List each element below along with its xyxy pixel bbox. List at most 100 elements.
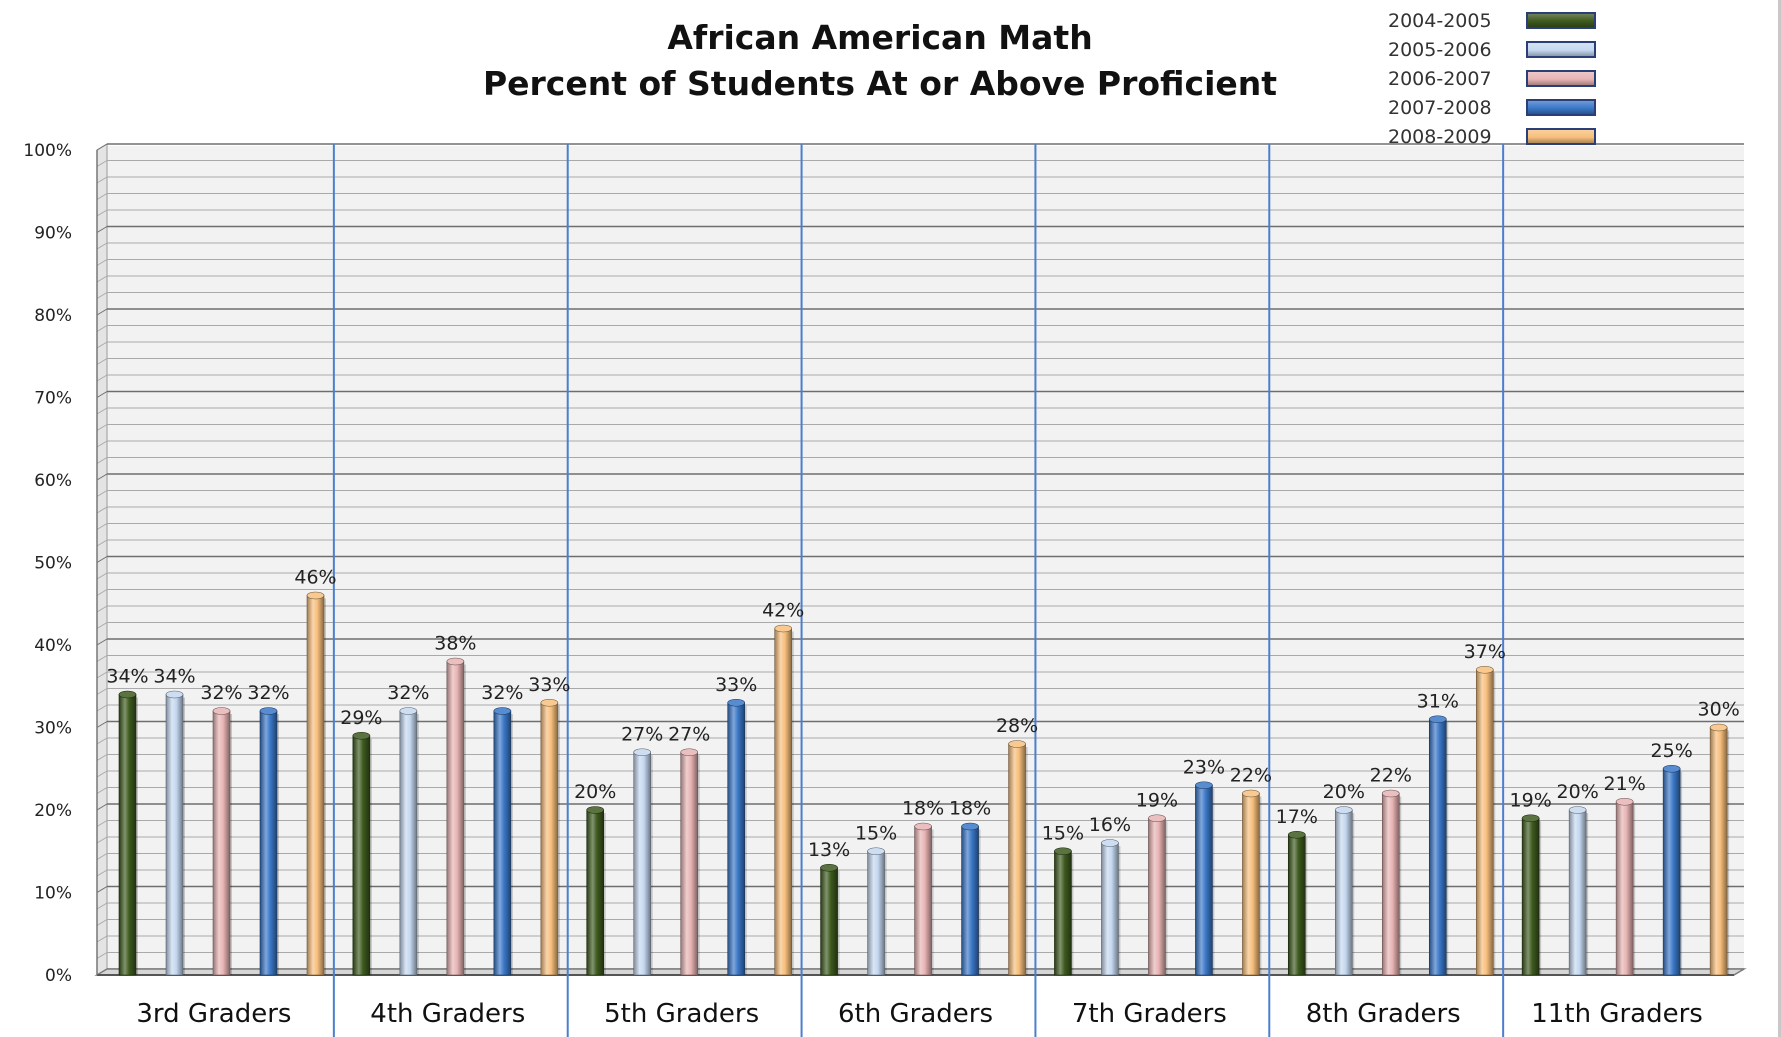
gridline-depth <box>96 457 108 464</box>
y-tick-label: 30% <box>34 719 72 739</box>
chart-subtitle: Percent of Students At or Above Proficie… <box>482 64 1278 103</box>
bar-cap <box>1615 797 1634 806</box>
gridline-depth <box>96 259 108 266</box>
bar-cap <box>259 707 278 715</box>
gridline-depth <box>96 209 108 217</box>
data-label: 23% <box>1183 756 1225 778</box>
data-label: 15% <box>855 822 897 844</box>
gridline-depth <box>96 242 108 250</box>
x-category-label: 8th Graders <box>1306 999 1461 1029</box>
bar-cap <box>867 847 885 856</box>
data-label: 32% <box>387 682 429 704</box>
x-category-label: 3rd Graders <box>136 999 291 1029</box>
data-label: 25% <box>1651 740 1693 762</box>
data-label: 20% <box>1323 781 1365 803</box>
data-label: 32% <box>481 682 523 704</box>
bar-cap <box>399 707 418 715</box>
bar <box>680 751 699 976</box>
data-label: 34% <box>106 666 148 688</box>
x-category-label: 4th Graders <box>370 999 525 1029</box>
legend-label: 2004-2005 <box>1388 10 1492 32</box>
gridline-depth <box>96 358 108 365</box>
gridline-depth <box>96 325 108 332</box>
data-label: 31% <box>1417 690 1459 712</box>
gridline-depth <box>96 341 108 349</box>
x-category-label: 6th Graders <box>838 999 993 1029</box>
bar-cap <box>727 698 746 707</box>
gridline-depth <box>96 688 108 695</box>
data-label: 13% <box>808 839 850 861</box>
bar <box>961 826 979 976</box>
gridline-depth <box>96 853 108 860</box>
data-label: 21% <box>1604 773 1646 795</box>
data-label: 46% <box>294 567 336 589</box>
bar-cap <box>1287 830 1306 839</box>
gridline-depth <box>96 721 108 728</box>
y-tick-label: 40% <box>34 636 72 656</box>
bar-cap <box>1242 789 1260 798</box>
gridline-depth <box>96 589 108 596</box>
data-label: 15% <box>1042 822 1084 844</box>
bar-cap <box>1521 814 1540 823</box>
bar <box>399 710 418 976</box>
bar-cap <box>1101 839 1119 847</box>
gridline-depth <box>96 506 108 514</box>
bar <box>212 710 231 976</box>
bar <box>586 809 605 976</box>
x-category-label: 11th Graders <box>1531 999 1703 1029</box>
bar <box>727 702 746 976</box>
bar <box>306 595 325 976</box>
legend-item: 2004-2005 <box>1388 8 1612 37</box>
data-label: 33% <box>715 674 757 696</box>
bar-cap <box>493 707 512 715</box>
bar-cap <box>961 822 979 831</box>
gridline-depth <box>96 391 108 398</box>
legend-swatch <box>1526 99 1596 116</box>
gridline-depth <box>96 292 108 299</box>
bar-cap <box>1662 764 1681 773</box>
legend-label: 2006-2007 <box>1388 68 1492 90</box>
data-label: 27% <box>668 723 710 745</box>
gridline-depth <box>96 919 108 926</box>
data-label: 20% <box>1557 781 1599 803</box>
bar <box>820 867 838 976</box>
legend-swatch <box>1526 70 1596 87</box>
bar-cap <box>1195 781 1213 790</box>
gridline-depth <box>96 803 108 811</box>
gridline-depth <box>96 770 108 778</box>
data-label: 28% <box>996 715 1038 737</box>
gridline-depth <box>96 737 108 745</box>
data-label: 17% <box>1276 806 1318 828</box>
bar <box>1521 817 1540 976</box>
bar-cap <box>118 690 137 699</box>
gridline-depth <box>96 473 108 481</box>
bar-cap <box>212 707 231 715</box>
y-tick-label: 80% <box>34 306 72 326</box>
gridline-depth <box>96 671 108 679</box>
bar-cap <box>633 748 652 757</box>
bar <box>633 751 652 976</box>
y-tick-label: 10% <box>34 884 72 904</box>
y-tick-label: 0% <box>45 966 72 986</box>
x-category-label: 5th Graders <box>604 999 759 1029</box>
bar-cap <box>1709 723 1728 732</box>
chart-legend: 2004-2005 2005-2006 2006-2007 2007-2008 … <box>1388 8 1612 153</box>
y-tick-label: 70% <box>34 389 72 409</box>
gridline-depth <box>96 952 108 959</box>
gridline-depth <box>96 820 108 827</box>
data-label: 32% <box>200 682 242 704</box>
data-label: 37% <box>1464 641 1506 663</box>
data-label: 22% <box>1370 765 1412 787</box>
bar <box>1568 809 1587 976</box>
data-label: 30% <box>1698 699 1740 721</box>
data-label: 42% <box>762 600 804 622</box>
legend-item: 2005-2006 <box>1388 37 1612 66</box>
x-category-label: 7th Graders <box>1072 999 1227 1029</box>
legend-item: 2008-2009 <box>1388 124 1612 153</box>
bar-cap <box>352 731 371 740</box>
frame-border <box>1778 0 1781 1037</box>
legend-label: 2005-2006 <box>1388 39 1492 61</box>
bar-cap <box>165 690 184 699</box>
data-label: 38% <box>434 633 476 655</box>
